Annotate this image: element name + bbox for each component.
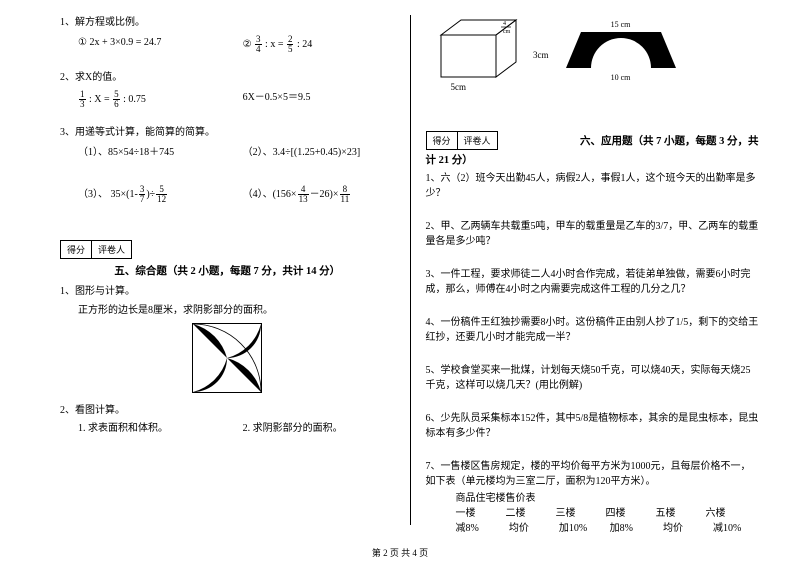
score-box: 得分 评卷人	[60, 240, 132, 259]
q2: 2、求X的值。 13 : X = 56 : 0.75 6X－0.5×5＝9.5	[60, 70, 395, 109]
r-q4: 4、一份稿件王红独抄需要8小时。这份稿件正由别人抄了1/5，剩下的交给王红抄，还…	[426, 315, 761, 345]
page-footer: 第 2 页 共 4 页	[0, 546, 800, 559]
s5q2-b: 2. 求阴影部分的面积。	[243, 421, 343, 436]
s5q2: 2、看图计算。 1. 求表面积和体积。 2. 求阴影部分的面积。	[60, 403, 395, 436]
box-width-label: 5cm	[451, 82, 467, 92]
q3: 3、用递等式计算，能简算的简算。 （1）、85×54÷18＋745 （2）、3.…	[60, 125, 395, 204]
grader-label: 评卷人	[92, 241, 131, 258]
s5q1-title: 1、图形与计算。	[60, 284, 395, 299]
r-q1: 1、六（2）班今天出勤45人，病假2人，事假1人，这个班今天的出勤率是多少？	[426, 171, 761, 201]
svg-text:4: 4	[503, 21, 506, 27]
q3-r1a: （1）、85×54÷18＋745	[78, 145, 243, 161]
q2-a: 13 : X = 56 : 0.75	[78, 90, 243, 109]
q1-title: 1、解方程或比例。	[60, 15, 395, 31]
s5q1-desc: 正方形的边长是8厘米，求阴影部分的面积。	[78, 303, 395, 318]
r-q6: 6、少先队员采集标本152件，其中5/8是植物标本，其余的是昆虫标本，昆虫标本有…	[426, 411, 761, 441]
trap-top: 15 cm	[561, 20, 681, 29]
s5q2-title: 2、看图计算。	[60, 403, 395, 418]
box-height-label: 3cm	[533, 50, 549, 60]
grader-label-r: 评卷人	[458, 132, 497, 149]
r-q7-rates: 减8% 均价 加10% 加8% 均价 减10%	[456, 521, 761, 536]
q1-b: ② 34 : x = 25 : 24	[243, 35, 395, 54]
score-box-r: 得分 评卷人	[426, 131, 498, 150]
diagrams: 4 cm 3cm 5cm 15 cm 10 cm	[426, 15, 761, 90]
r-q7-table-title: 商品住宅楼售价表	[456, 491, 761, 506]
r-q3: 3、一件工程，要求师徒二人4小时合作完成，若徒弟单独做，需要6小时完成，那么，师…	[426, 267, 761, 297]
score-label-r: 得分	[427, 132, 458, 149]
section5-title: 五、综合题（共 2 小题，每题 7 分，共计 14 分）	[60, 263, 395, 278]
q1-a: ① 2x + 3×0.9 = 24.7	[78, 35, 243, 54]
q3-r2a: （3）、 35×(1-37)÷512	[78, 185, 243, 204]
q2-b: 6X－0.5×5＝9.5	[243, 90, 395, 109]
score-label: 得分	[61, 241, 92, 258]
pinwheel-figure	[192, 323, 262, 393]
q3-title: 3、用递等式计算，能简算的简算。	[60, 125, 395, 141]
s5q2-a: 1. 求表面积和体积。	[78, 421, 243, 436]
q1: 1、解方程或比例。 ① 2x + 3×0.9 = 24.7 ② 34 : x =…	[60, 15, 395, 54]
q2-title: 2、求X的值。	[60, 70, 395, 86]
q3-r2b: （4）、(156×413－26)×811	[243, 185, 395, 204]
r-q7: 7、一售楼区售房规定，楼的平均价每平方米为1000元，且每层价格不一，如下表（单…	[426, 459, 761, 536]
r-q2: 2、甲、乙两辆车共载重5吨，甲车的载重量是乙车的3/7，甲、乙两车的载重量各是多…	[426, 219, 761, 249]
q3-r1b: （2）、3.4÷[(1.25+0.45)×23]	[243, 145, 395, 161]
r-q7-line1: 7、一售楼区售房规定，楼的平均价每平方米为1000元，且每层价格不一，如下表（单…	[426, 459, 761, 489]
svg-text:cm: cm	[503, 29, 511, 35]
box-3d: 4 cm 3cm 5cm	[436, 15, 531, 90]
s5q1: 1、图形与计算。 正方形的边长是8厘米，求阴影部分的面积。	[60, 284, 395, 393]
trap-bottom: 10 cm	[561, 73, 681, 82]
r-q5: 5、学校食堂买来一批煤，计划每天烧50千克，可以烧40天，实际每天烧25千克，这…	[426, 363, 761, 393]
r-q7-floors: 一楼 二楼 三楼 四楼 五楼 六楼	[456, 506, 761, 521]
trapezoid-figure: 15 cm 10 cm	[561, 20, 681, 75]
